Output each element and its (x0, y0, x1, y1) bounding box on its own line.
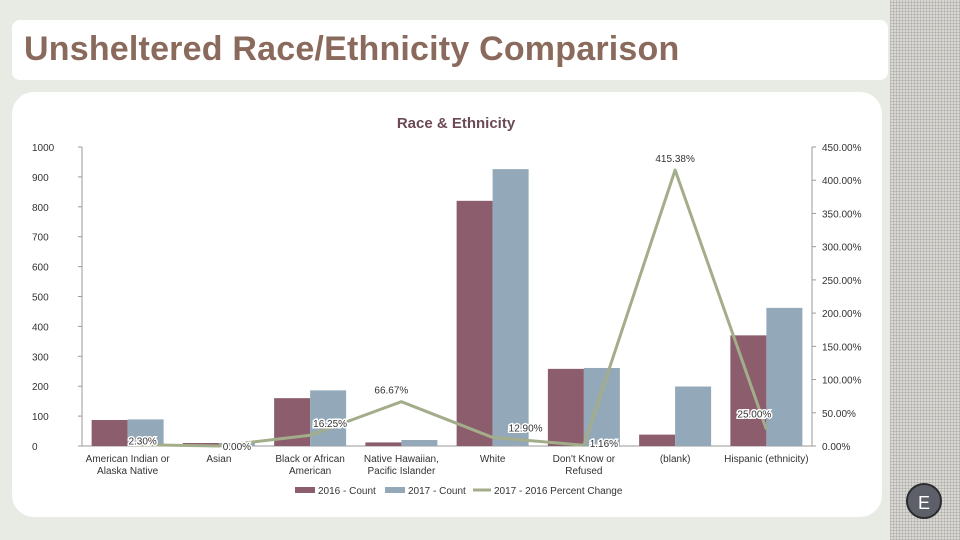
legend-swatch-2017 (385, 487, 405, 493)
left-tick-label: 100 (32, 412, 49, 423)
decorative-texture-strip (890, 0, 960, 540)
percent-change-line (127, 168, 768, 448)
percent-change-label: 66.67% (374, 386, 408, 397)
race-ethnicity-chart: Race & Ethnicity 0 100 200 300 400 500 600 700 8… (32, 115, 862, 497)
bar-2016-count (730, 335, 767, 446)
bar-2017-count (492, 169, 529, 446)
chart-title: Race & Ethnicity (397, 115, 516, 132)
right-tick-label: 0.00% (822, 442, 850, 453)
category-label: Don't Know or Refused (553, 454, 616, 477)
right-tick-label: 100.00% (822, 376, 862, 387)
bar-2017-count (766, 307, 803, 446)
category-label: Black or African American (275, 454, 344, 477)
category-label: Native Hawaiian, Pacific Islander (364, 454, 439, 477)
left-axis-ticks: 0 100 200 300 400 500 600 700 800 900 1000 (32, 143, 82, 453)
bar-2017-count (675, 386, 712, 446)
legend-swatch-2016 (295, 487, 315, 493)
percent-change-label: 0.00% (223, 442, 251, 453)
title-bar: Unsheltered Race/Ethnicity Comparison (12, 20, 888, 80)
left-tick-label: 900 (32, 173, 49, 184)
category-label: White (480, 454, 506, 465)
left-tick-label: 500 (32, 293, 49, 304)
bar-2016-count (456, 200, 493, 446)
bar-2017-count (127, 419, 164, 446)
right-tick-label: 150.00% (822, 342, 862, 353)
bar-2016-count (547, 368, 584, 446)
bar-2016-count (91, 419, 128, 446)
bar-2016-count (365, 442, 402, 446)
percent-change-line-layer: 2.30% 0.00% 16.25% 66.67% 12.90% 1.16% 415.38%… (127, 153, 773, 455)
left-tick-label: 1000 (32, 143, 55, 154)
bar-2016-count (639, 434, 676, 446)
percent-change-label: 12.90% (509, 423, 543, 434)
left-tick-label: 600 (32, 263, 49, 274)
left-tick-label: 400 (32, 322, 49, 333)
legend: 2016 - Count 2017 - Count 2017 - 2016 Perc… (295, 486, 623, 497)
bars (91, 169, 803, 446)
left-tick-label: 200 (32, 382, 49, 393)
percent-change-label: 25.00% (737, 409, 771, 420)
percent-change-label: 415.38% (655, 154, 695, 165)
bar-2017-count (310, 390, 347, 446)
legend-label-2017: 2017 - Count (408, 486, 466, 497)
bar-2017-count (583, 367, 620, 446)
right-tick-label: 250.00% (822, 276, 862, 287)
legend-label-2016: 2016 - Count (318, 486, 376, 497)
right-axis-ticks: 0.00% 50.00% 100.00% 150.00% 200.00% 250.00% 3… (812, 143, 862, 453)
right-tick-label: 400.00% (822, 176, 862, 187)
legend-label-change: 2017 - 2016 Percent Change (494, 486, 623, 497)
category-label: (blank) (660, 454, 691, 465)
page-title: Unsheltered Race/Ethnicity Comparison (24, 30, 680, 68)
category-label: Hispanic (ethnicity) (724, 454, 808, 465)
right-tick-label: 200.00% (822, 309, 862, 320)
category-label: American Indian or Alaska Native (86, 454, 171, 477)
left-tick-label: 0 (32, 442, 38, 453)
left-tick-label: 300 (32, 352, 49, 363)
left-tick-label: 800 (32, 203, 49, 214)
right-tick-label: 450.00% (822, 143, 862, 154)
percent-change-label: 16.25% (313, 419, 347, 430)
percent-change-label: 1.16% (590, 439, 618, 450)
category-labels: American Indian or Alaska Native Asian Blac… (86, 454, 809, 477)
right-tick-label: 50.00% (822, 409, 856, 420)
right-tick-label: 300.00% (822, 243, 862, 254)
left-tick-label: 700 (32, 233, 49, 244)
right-tick-label: 350.00% (822, 209, 862, 220)
next-slide-button[interactable]: E (906, 483, 942, 519)
percent-change-label: 2.30% (128, 436, 156, 447)
chart-panel: Race & Ethnicity 0 100 200 300 400 500 600 700 8… (12, 92, 882, 517)
bar-2017-count (401, 440, 438, 446)
category-label: Asian (206, 454, 231, 465)
